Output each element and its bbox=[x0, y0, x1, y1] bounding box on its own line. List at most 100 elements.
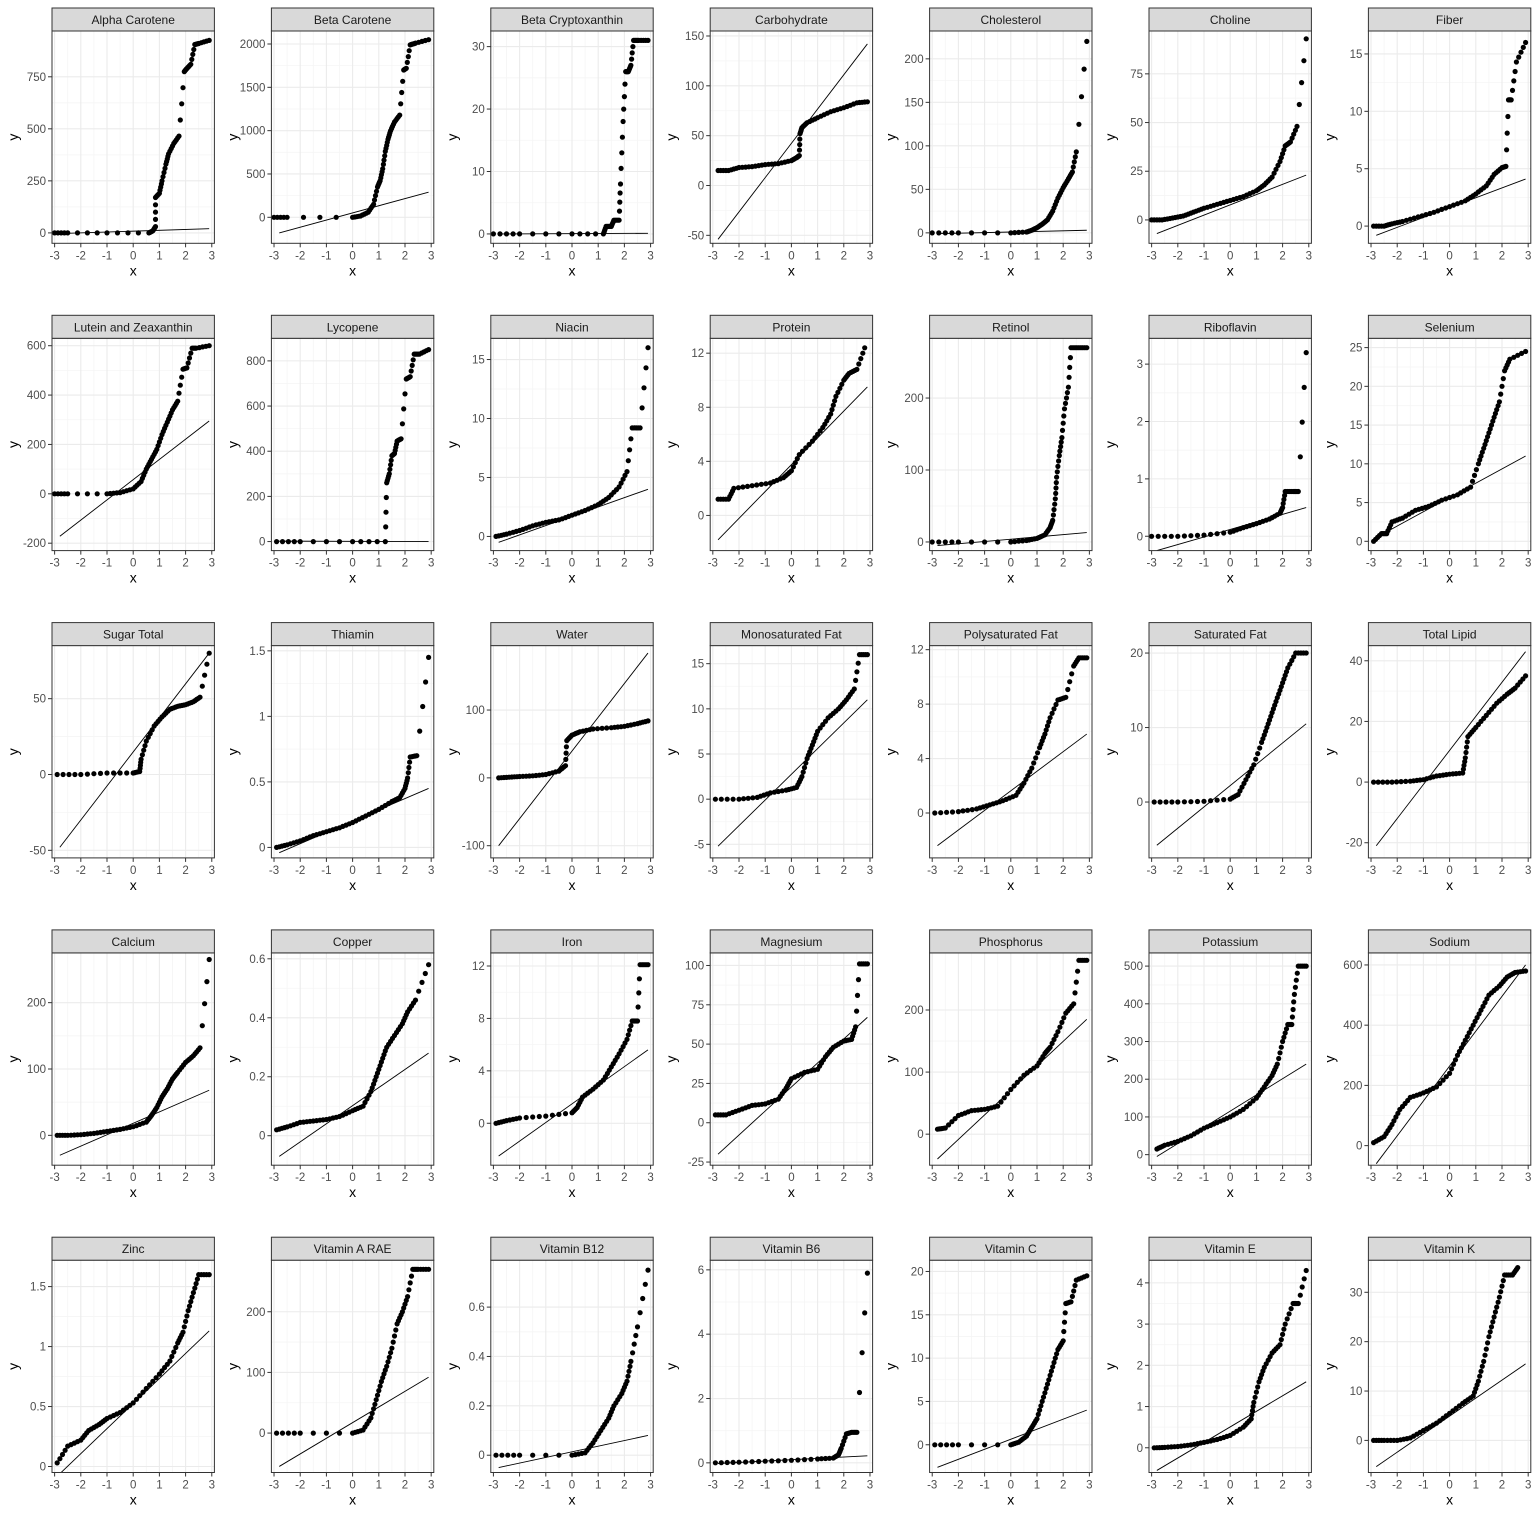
x-tick-label: 2 bbox=[1499, 1172, 1505, 1184]
data-point bbox=[1499, 1283, 1505, 1289]
data-point bbox=[1462, 755, 1468, 761]
data-point bbox=[393, 1327, 399, 1333]
data-point bbox=[645, 345, 651, 351]
data-point bbox=[1519, 350, 1525, 356]
x-tick-label: -1 bbox=[1199, 250, 1209, 262]
x-tick-label: -3 bbox=[50, 558, 60, 570]
y-tick-label: 300 bbox=[1124, 1037, 1143, 1049]
data-point bbox=[206, 37, 212, 44]
data-point bbox=[797, 136, 803, 142]
data-point bbox=[645, 718, 651, 724]
data-point bbox=[1058, 444, 1064, 450]
x-tick-label: -3 bbox=[1366, 1480, 1376, 1492]
data-point bbox=[1523, 673, 1529, 679]
data-point bbox=[645, 37, 651, 44]
y-tick-label: 10 bbox=[1130, 723, 1143, 735]
data-point bbox=[405, 770, 411, 776]
data-point bbox=[1494, 1304, 1500, 1310]
data-point bbox=[625, 1373, 631, 1379]
x-tick-label: 1 bbox=[595, 558, 601, 570]
data-point bbox=[1293, 977, 1299, 983]
y-tick-label: 0.5 bbox=[249, 777, 265, 789]
data-point bbox=[1503, 163, 1509, 169]
x-axis-title: x bbox=[569, 1184, 576, 1200]
data-point bbox=[426, 37, 432, 43]
x-tick-label: 0 bbox=[788, 1480, 794, 1492]
data-point bbox=[1389, 779, 1395, 785]
data-point bbox=[382, 539, 388, 545]
data-point bbox=[640, 1295, 646, 1302]
data-point bbox=[1042, 1390, 1048, 1396]
data-point bbox=[938, 810, 944, 816]
data-point bbox=[373, 1397, 379, 1403]
x-tick-label: 0 bbox=[569, 558, 575, 570]
y-axis-title: y bbox=[1321, 1363, 1337, 1370]
data-point bbox=[1052, 496, 1058, 502]
data-point bbox=[1042, 731, 1048, 737]
data-point bbox=[1423, 212, 1429, 218]
data-point bbox=[718, 1460, 724, 1466]
x-tick-label: 1 bbox=[1034, 558, 1040, 570]
x-tick-label: 3 bbox=[1306, 250, 1312, 262]
x-tick-label: 0 bbox=[788, 1172, 794, 1184]
x-tick-label: -1 bbox=[1418, 250, 1428, 262]
data-point bbox=[854, 1429, 860, 1435]
facet-panel: Beta Carotene -3 -2 -1 0 1 2 3 0 500 1000 1500 2000 x… bbox=[224, 7, 434, 278]
data-point bbox=[1523, 39, 1529, 46]
data-point bbox=[1290, 1006, 1296, 1013]
y-tick-label: 0 bbox=[259, 537, 265, 549]
data-point bbox=[1277, 1342, 1283, 1348]
data-point bbox=[180, 1329, 186, 1335]
x-tick-label: -1 bbox=[102, 250, 112, 262]
data-point bbox=[391, 1333, 398, 1339]
data-point bbox=[1053, 701, 1059, 708]
y-axis-title: y bbox=[224, 1363, 240, 1370]
y-tick-label: -25 bbox=[688, 1157, 705, 1169]
data-point bbox=[1281, 496, 1287, 503]
data-point bbox=[794, 456, 800, 462]
y-tick-label: 0 bbox=[478, 531, 484, 543]
data-point bbox=[386, 471, 392, 477]
data-point bbox=[65, 491, 71, 497]
data-point bbox=[1188, 799, 1194, 805]
x-tick-label: -3 bbox=[708, 1480, 718, 1492]
data-point bbox=[194, 1276, 200, 1282]
data-point bbox=[1062, 400, 1069, 406]
x-tick-label: -2 bbox=[1173, 1172, 1183, 1184]
x-axis-title: x bbox=[569, 877, 576, 893]
y-tick-label: 8 bbox=[698, 402, 704, 414]
data-point bbox=[1049, 710, 1055, 716]
y-tick-label: 1000 bbox=[240, 126, 266, 138]
qq-reference-line bbox=[937, 532, 1087, 547]
data-point bbox=[636, 976, 643, 982]
x-axis-title: x bbox=[1446, 877, 1453, 893]
data-point bbox=[383, 494, 389, 501]
x-tick-label: -1 bbox=[979, 1480, 989, 1492]
x-tick-label: 3 bbox=[867, 1480, 873, 1492]
x-tick-label: -1 bbox=[1199, 1480, 1209, 1492]
y-tick-label: 0 bbox=[917, 537, 923, 549]
facet-title: Vitamin B12 bbox=[540, 1242, 605, 1256]
data-point bbox=[837, 385, 843, 391]
data-point bbox=[724, 1459, 730, 1466]
facet-title: Selenium bbox=[1425, 320, 1475, 334]
facet-strip bbox=[1148, 622, 1312, 647]
facet-title: Zinc bbox=[122, 1242, 145, 1256]
data-point bbox=[1181, 533, 1187, 539]
y-tick-label: 75 bbox=[691, 1000, 704, 1012]
y-tick-label: 0 bbox=[478, 229, 484, 241]
data-point bbox=[624, 469, 630, 475]
data-point bbox=[1016, 229, 1022, 235]
x-tick-label: 2 bbox=[182, 250, 188, 262]
data-point bbox=[177, 117, 183, 123]
x-tick-label: -2 bbox=[1173, 558, 1183, 570]
x-tick-label: 1 bbox=[814, 865, 820, 877]
data-point bbox=[104, 230, 110, 236]
data-point bbox=[1468, 484, 1474, 490]
x-tick-label: -3 bbox=[1147, 865, 1157, 877]
facet-title: Carbohydrate bbox=[755, 13, 828, 27]
y-axis-title: y bbox=[1321, 441, 1337, 448]
x-tick-label: 3 bbox=[209, 1480, 215, 1492]
data-point bbox=[1464, 739, 1470, 745]
